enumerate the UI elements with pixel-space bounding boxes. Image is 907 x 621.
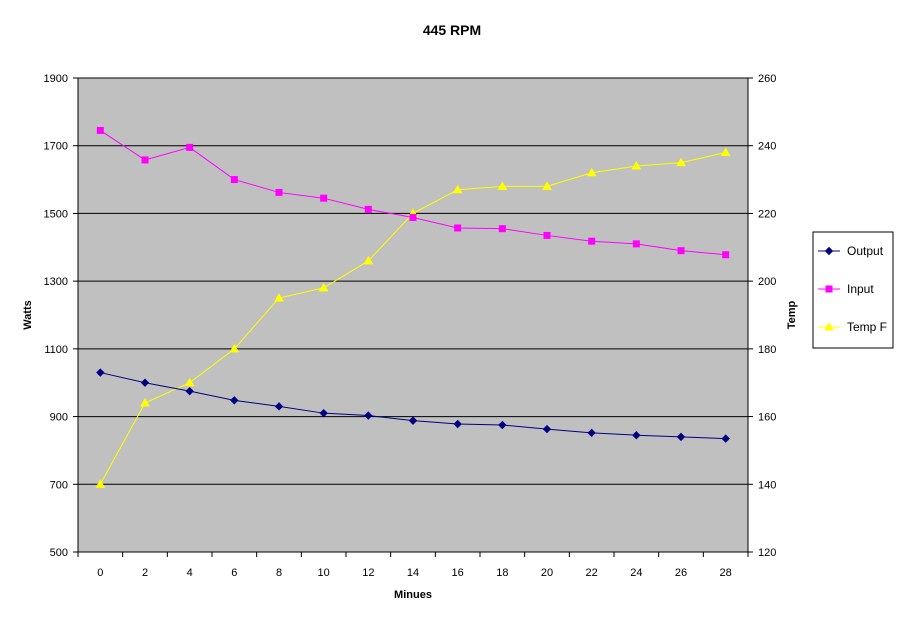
x-tick-label: 26 <box>675 567 687 579</box>
y2-tick-label: 140 <box>758 479 776 491</box>
y2-tick-label: 200 <box>758 276 776 288</box>
legend-marker <box>825 285 833 293</box>
data-point <box>409 213 417 221</box>
data-point <box>586 167 597 177</box>
x-tick-label: 4 <box>187 567 193 579</box>
y-tick-label: 700 <box>50 479 68 491</box>
x-tick-label: 16 <box>452 567 464 579</box>
x-tick-label: 24 <box>630 567 642 579</box>
data-point <box>498 225 506 233</box>
data-point <box>364 205 372 213</box>
series-layer <box>95 126 731 488</box>
y-axis-ticks: 500 700 900 1100 1300 1500 1700 1900 <box>44 73 78 559</box>
data-point <box>364 411 373 420</box>
legend-label: Output <box>847 244 884 258</box>
x-tick-label: 0 <box>97 567 103 579</box>
legend-entry: Input <box>818 282 874 296</box>
data-point <box>274 293 284 302</box>
data-point <box>497 181 508 190</box>
data-point <box>319 408 328 418</box>
data-point <box>318 282 329 292</box>
legend: Output Input Temp F <box>818 244 887 334</box>
y2-tick-label: 240 <box>758 141 776 153</box>
data-point <box>186 143 194 151</box>
data-point <box>720 147 731 156</box>
legend-entry: Output <box>818 244 884 258</box>
data-point <box>721 434 730 443</box>
y-tick-label: 1100 <box>44 344 68 356</box>
x-axis-title: Minues <box>394 589 432 601</box>
series-output <box>96 368 730 443</box>
data-point <box>543 231 551 239</box>
data-point <box>542 424 552 434</box>
data-point <box>95 479 106 488</box>
data-point <box>274 402 284 411</box>
x-axis-ticks: 0 2 4 6 8 10 12 14 16 18 20 22 24 26 28 <box>77 552 749 579</box>
data-point <box>320 194 328 202</box>
data-point <box>454 224 462 232</box>
data-point <box>140 378 150 387</box>
data-point <box>542 181 552 190</box>
plot-area <box>77 77 749 553</box>
x-tick-label: 14 <box>407 567 419 579</box>
data-point <box>588 237 596 245</box>
data-point <box>140 398 150 407</box>
legend-label: Input <box>847 282 874 296</box>
data-point <box>677 247 685 255</box>
data-point <box>676 432 686 442</box>
x-tick-label: 8 <box>276 567 282 579</box>
data-point <box>632 240 640 248</box>
legend-marker <box>824 246 834 256</box>
data-point <box>631 161 642 170</box>
chart-title: 445 RPM <box>423 22 481 38</box>
x-tick-label: 2 <box>142 567 148 579</box>
x-tick-label: 18 <box>496 567 508 579</box>
y-tick-label: 1500 <box>44 208 68 220</box>
data-point <box>275 188 283 196</box>
data-point <box>185 386 194 396</box>
y2-tick-label: 120 <box>758 547 776 559</box>
data-point <box>96 368 105 377</box>
series-input <box>96 126 730 259</box>
y-tick-label: 1300 <box>44 276 68 288</box>
series-temp-f <box>95 147 731 488</box>
data-point <box>141 156 149 164</box>
data-point <box>632 430 641 440</box>
data-point <box>676 157 686 167</box>
legend-label: Temp F <box>847 320 887 334</box>
y2-tick-label: 220 <box>758 208 776 220</box>
data-point <box>587 428 596 438</box>
x-tick-label: 28 <box>720 567 732 579</box>
y2-tick-label: 260 <box>758 73 776 85</box>
data-point <box>184 377 195 387</box>
data-point <box>363 255 374 265</box>
data-point <box>498 420 507 430</box>
legend-marker <box>824 321 834 331</box>
x-tick-label: 22 <box>586 567 598 579</box>
data-point <box>453 419 462 429</box>
data-point <box>229 343 240 353</box>
y-axis-title: Watts <box>22 300 34 330</box>
y2-axis-ticks: 120 140 160 180 200 220 240 260 <box>748 73 776 559</box>
x-tick-label: 10 <box>318 567 330 579</box>
data-point <box>230 176 238 184</box>
data-point <box>722 251 730 259</box>
x-tick-label: 6 <box>231 567 237 579</box>
y2-axis-title: Temp <box>786 300 798 329</box>
data-point <box>408 416 418 425</box>
legend-entry: Temp F <box>818 320 887 334</box>
y2-tick-label: 180 <box>758 344 776 356</box>
y-tick-label: 1900 <box>44 73 68 85</box>
y-tick-label: 1700 <box>44 141 68 153</box>
x-tick-label: 20 <box>541 567 553 579</box>
y-tick-label: 500 <box>50 547 68 559</box>
x-tick-label: 12 <box>362 567 374 579</box>
data-point <box>230 396 239 405</box>
data-point <box>96 126 104 134</box>
y2-tick-label: 160 <box>758 412 776 424</box>
data-point <box>452 184 463 194</box>
y-tick-label: 900 <box>50 412 68 424</box>
